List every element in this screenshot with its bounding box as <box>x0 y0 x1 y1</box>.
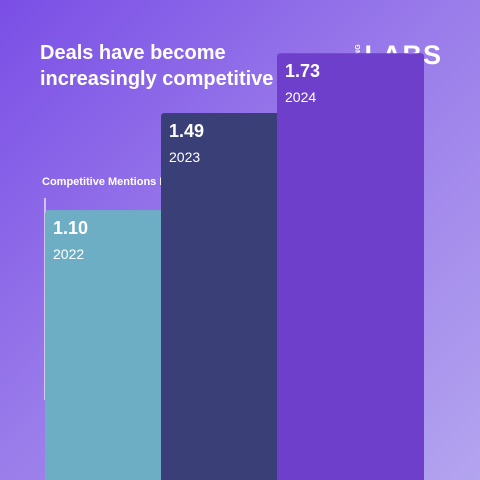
value-label-2024: 1.73 <box>285 61 320 81</box>
chart-title: Competitive Mentions Per Call <box>42 176 201 188</box>
bar-2024 <box>277 53 424 480</box>
category-label-2024: 2024 <box>285 89 316 105</box>
headline: Deals have become increasingly competiti… <box>40 42 274 90</box>
bar-2023 <box>161 112 308 480</box>
category-label-2023: 2023 <box>169 149 200 165</box>
bar-2022 <box>45 210 192 480</box>
value-label-2023: 1.49 <box>169 121 204 141</box>
value-label-2022: 1.10 <box>53 218 88 238</box>
category-label-2022: 2022 <box>53 246 84 262</box>
